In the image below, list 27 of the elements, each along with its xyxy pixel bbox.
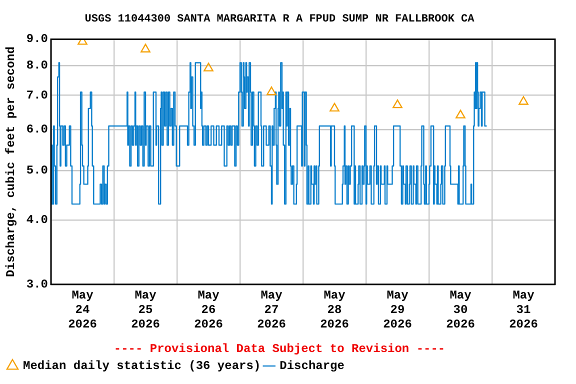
y-axis-title: Discharge, cubic feet per second bbox=[4, 46, 18, 278]
y-tick-label: 3.0 bbox=[26, 277, 48, 292]
chart-title: USGS 11044300 SANTA MARGARITA R A FPUD SUMP NR FALLBROOK CA bbox=[84, 13, 475, 26]
point bbox=[204, 62, 214, 72]
x-tick-label: May 24 2026 bbox=[68, 288, 97, 332]
x-tick-label: May 31 2026 bbox=[509, 288, 538, 332]
y-tick-label: 5.0 bbox=[26, 163, 48, 178]
text: ---- Provisional Data Subject to Revision ---- bbox=[114, 342, 446, 356]
y-tick-label: 8.0 bbox=[26, 58, 48, 73]
point bbox=[330, 102, 340, 112]
point bbox=[140, 44, 150, 52]
point bbox=[518, 96, 528, 105]
x-tick-label: May 29 2026 bbox=[383, 288, 412, 332]
y-tick-label: 9.0 bbox=[26, 32, 48, 46]
x-tick-label: May 26 2026 bbox=[194, 288, 223, 332]
x-tick-label: May 27 2026 bbox=[257, 288, 286, 332]
x-tick-label: May 25 2026 bbox=[131, 288, 160, 332]
point bbox=[392, 99, 402, 108]
y-tick-label: 7.0 bbox=[26, 88, 48, 102]
x-tick-label: May 28 2026 bbox=[320, 288, 349, 332]
point bbox=[456, 110, 466, 118]
legend-label: Discharge bbox=[280, 359, 344, 374]
point bbox=[266, 86, 276, 96]
x-tick-label: May 30 2026 bbox=[446, 288, 475, 332]
y-tick-label: 6.0 bbox=[26, 122, 48, 137]
legend-label: Median daily statistic (36 years) bbox=[23, 359, 261, 374]
y-tick-label: 4.0 bbox=[26, 213, 48, 228]
